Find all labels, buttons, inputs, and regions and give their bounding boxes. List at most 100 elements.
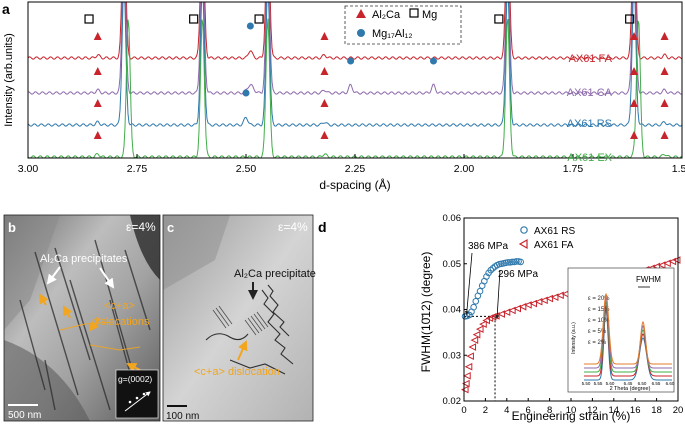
rs-data-point bbox=[476, 287, 484, 295]
xrd-y-label: Intensity (arb.units) bbox=[3, 33, 15, 127]
legend-fa: AX61 FA bbox=[534, 240, 574, 251]
fa-data-point bbox=[466, 352, 474, 360]
al2ca-marker bbox=[630, 32, 639, 40]
fwhm-x-tick-label: 12 bbox=[587, 405, 598, 416]
diffraction-label: g=(0002) bbox=[118, 374, 152, 384]
mg17al12-marker bbox=[347, 57, 355, 65]
fwhm-x-tick-label: 4 bbox=[504, 405, 509, 416]
rs-data-point bbox=[517, 258, 525, 266]
fwhm-y-tick-label: 0.03 bbox=[443, 350, 462, 361]
tem-b-disloc-arrow-3 bbox=[88, 317, 101, 332]
fwhm-x-tick-label: 18 bbox=[651, 405, 662, 416]
xrd-curve-ax61-fa bbox=[28, 2, 682, 60]
xrd-x-tick-label: 1.75 bbox=[563, 163, 584, 175]
tem-b-disloc-arrow-2 bbox=[63, 305, 73, 319]
fa-data-point bbox=[497, 310, 505, 318]
tem-c-scale-label: 100 nm bbox=[166, 411, 199, 422]
fa-data-point bbox=[472, 330, 481, 339]
fwhm-x-tick-label: 10 bbox=[566, 405, 577, 416]
tem-c-strain: ε=4% bbox=[278, 220, 308, 234]
xrd-x-tick-label: 2.00 bbox=[454, 163, 475, 175]
inset-series-label: ε = 10% bbox=[588, 318, 610, 324]
al2ca-marker bbox=[660, 131, 669, 139]
fa-data-point bbox=[475, 325, 484, 333]
annotation-386-arrow bbox=[464, 252, 473, 316]
fa-data-point bbox=[462, 379, 470, 388]
al2ca-marker bbox=[320, 99, 329, 107]
mg17al12-marker bbox=[429, 57, 437, 65]
inset-title: FWHM bbox=[636, 275, 661, 284]
al2ca-marker bbox=[93, 32, 102, 40]
xrd-curve-ax61-rs bbox=[28, 2, 682, 127]
rs-data-point bbox=[472, 297, 480, 305]
inset-y-label: Intensity (a.u.) bbox=[571, 322, 577, 354]
fa-data-point bbox=[463, 372, 471, 380]
inset-series-label: ε = 15% bbox=[588, 307, 610, 313]
fa-data-point bbox=[672, 256, 681, 264]
inset-curve bbox=[584, 304, 672, 377]
annotation-386-mpa: 386 MPa bbox=[468, 241, 508, 252]
xrd-series-label: AX61 RS bbox=[567, 118, 612, 130]
annotation-296-mpa: 296 MPa bbox=[498, 269, 538, 280]
legend-al2ca: Al₂Ca bbox=[372, 9, 401, 21]
fwhm-y-tick-label: 0.04 bbox=[443, 305, 462, 316]
al2ca-marker bbox=[660, 32, 669, 40]
inset-x-tick-label: 5.60 bbox=[606, 381, 615, 386]
fwhm-inset: FWHM Intensity (a.u.) 2 Theta (degree) ε… bbox=[567, 267, 675, 393]
al2ca-marker bbox=[93, 67, 102, 75]
fwhm-x-tick-label: 8 bbox=[547, 405, 552, 416]
xrd-x-tick-label: 2.75 bbox=[127, 163, 148, 175]
rs-data-point bbox=[489, 265, 497, 272]
annotation-296-arrow bbox=[495, 269, 501, 320]
inset-curve bbox=[584, 292, 672, 365]
fwhm-y-label: FWHM(10̄12) (degree) bbox=[419, 252, 433, 373]
fa-legend-icon bbox=[518, 238, 528, 250]
fa-data-point bbox=[550, 293, 559, 301]
fwhm-x-label: Engineering strain (%) bbox=[512, 409, 631, 423]
rs-data-point bbox=[513, 258, 520, 265]
fa-data-point bbox=[502, 308, 511, 317]
tem-b-disloc-label-1: <c+a> bbox=[104, 300, 135, 312]
fa-data-point bbox=[529, 299, 538, 308]
fwhm-x-tick-label: 16 bbox=[630, 405, 641, 416]
xrd-x-tick-label: 3.00 bbox=[18, 163, 39, 175]
fa-data-point bbox=[464, 362, 473, 371]
xrd-legend: Al₂Ca Mg Mg₁₇Al₁₂ bbox=[344, 5, 462, 45]
mg17al12-legend-icon bbox=[357, 29, 365, 37]
panel-label-a: a bbox=[2, 1, 10, 17]
xrd-curve-ax61-ca bbox=[28, 2, 682, 95]
inset-series-label: ε = 2% bbox=[588, 340, 607, 346]
mg-marker bbox=[254, 14, 264, 24]
inset-x-tick-label: 6.60 bbox=[666, 381, 675, 386]
al2ca-marker bbox=[93, 99, 102, 107]
al2ca-marker bbox=[630, 67, 639, 75]
xrd-series-label: AX61 CA bbox=[567, 87, 613, 99]
al2ca-marker bbox=[630, 131, 639, 139]
fa-data-point bbox=[470, 336, 479, 344]
inset-x-tick-label: 6.55 bbox=[652, 381, 661, 386]
fa-data-point bbox=[545, 294, 554, 303]
fa-data-point bbox=[518, 302, 527, 311]
xrd-x-tick-label: 2.25 bbox=[345, 163, 366, 175]
panel-label-d: d bbox=[318, 219, 327, 235]
tem-c-disloc-arrow bbox=[237, 340, 248, 361]
rs-legend-icon bbox=[520, 226, 528, 234]
fa-data-point bbox=[556, 291, 564, 300]
mg-marker bbox=[84, 14, 94, 24]
fa-data-point bbox=[460, 385, 469, 394]
panel-label-b: b bbox=[8, 220, 16, 235]
tem-b-precip-arrow-1 bbox=[46, 266, 61, 285]
fwhm-x-tick-label: 2 bbox=[483, 405, 488, 416]
rs-data-point bbox=[508, 258, 516, 266]
diffraction-inset: g=(0002) bbox=[115, 369, 159, 419]
legend-rs: AX61 RS bbox=[534, 226, 575, 237]
legend-mg: Mg bbox=[422, 9, 437, 21]
mg-legend-icon bbox=[409, 8, 419, 18]
fa-data-point bbox=[524, 301, 532, 309]
inset-x-tick-label: 6.50 bbox=[638, 381, 647, 386]
inset-x-label: 2 Theta (degree) bbox=[610, 386, 651, 392]
mg17al12-marker bbox=[246, 22, 254, 30]
fa-data-point bbox=[508, 306, 516, 315]
fwhm-y-tick-label: 0.06 bbox=[443, 213, 462, 224]
